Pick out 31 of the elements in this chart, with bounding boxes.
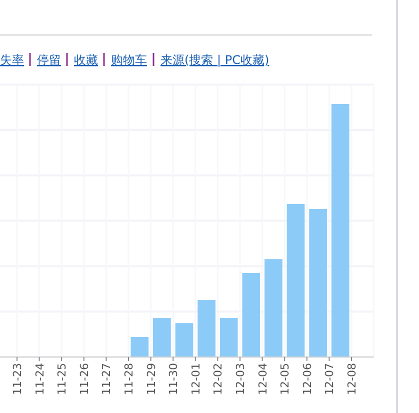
bar [242, 273, 260, 357]
x-tick-label: 12-08 [346, 363, 358, 395]
x-tick-label: 12-05 [278, 363, 292, 395]
x-tick-label: 12-04 [256, 363, 270, 395]
x-tick-label: 11-27 [100, 363, 114, 395]
bar [130, 337, 149, 357]
text: 购物车 [111, 53, 147, 67]
x-tick-label: 11-23 [11, 363, 24, 395]
x-tick-label: 11-26 [78, 363, 91, 395]
x-tick-label: 12-03 [234, 363, 247, 395]
x-tick-label: 12-07 [323, 363, 336, 395]
bar [309, 208, 327, 357]
bar [220, 318, 238, 357]
bar [331, 104, 350, 357]
text: 停留 [37, 53, 61, 67]
x-tick-label: 11-24 [33, 363, 46, 395]
bar [198, 300, 216, 357]
x-tick-label: 12-01 [189, 363, 202, 395]
x-tick-label: 12-02 [212, 363, 225, 395]
x-tick-label: 11-29 [144, 363, 158, 395]
bar [286, 204, 305, 357]
bar [175, 323, 194, 357]
text: 失率 [0, 53, 24, 67]
x-tick-label: 12-06 [300, 363, 314, 395]
x-tick-label: 11-30 [167, 363, 180, 395]
x-tick-label: 11-25 [56, 363, 69, 395]
bar [153, 318, 171, 357]
x-tick-label: 11-28 [122, 363, 136, 395]
text: 收藏 [74, 53, 98, 67]
bar [264, 259, 282, 357]
source-note: 来源(搜索 | PC收藏) [160, 53, 270, 67]
